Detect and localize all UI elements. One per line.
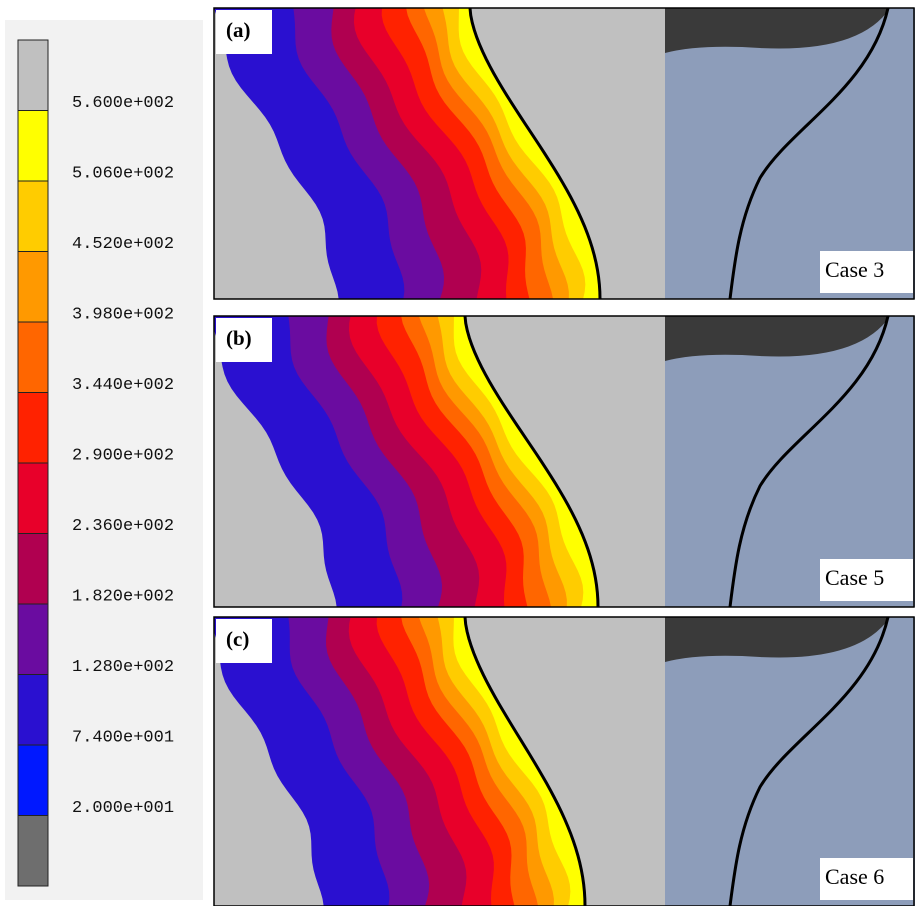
panel: (c) Case 6: [214, 617, 915, 906]
color-block: [18, 745, 48, 816]
figure: 5.600e+002 5.060e+002 4.520e+002 3.980e+002…: [0, 0, 915, 906]
color-block: [18, 463, 48, 534]
color-block: [18, 40, 48, 111]
colorbar-label: 3.980e+002: [72, 305, 174, 324]
panel: (b) Case 5: [214, 316, 915, 607]
color-block: [18, 252, 48, 323]
colorbar-label: 3.440e+002: [72, 376, 174, 395]
colorbar-label: 2.900e+002: [72, 446, 174, 465]
colorbar-label: 2.000e+001: [72, 799, 174, 818]
color-block: [18, 393, 48, 464]
case-label: Case 6: [825, 864, 884, 889]
colorbar-label: 4.520e+002: [72, 235, 174, 254]
panel-label: (c): [226, 627, 249, 651]
color-block: [18, 111, 48, 182]
panel-label: (b): [226, 326, 252, 350]
color-block: [18, 675, 48, 746]
colorbar-label: 5.600e+002: [72, 94, 174, 113]
panel: (a) Case 3: [214, 8, 915, 299]
color-block: [18, 816, 48, 887]
color-block: [18, 181, 48, 252]
color-block: [18, 322, 48, 393]
colorbar-label: 1.820e+002: [72, 587, 174, 606]
colorbar-label: 7.400e+001: [72, 728, 174, 747]
color-block: [18, 604, 48, 675]
colorbar-label: 5.060e+002: [72, 164, 174, 183]
case-label: Case 5: [825, 565, 884, 590]
case-label: Case 3: [825, 257, 884, 282]
colorbar-label: 1.280e+002: [72, 658, 174, 677]
panel-label: (a): [226, 18, 251, 42]
colorbar-label: 2.360e+002: [72, 517, 174, 536]
color-block: [18, 534, 48, 605]
